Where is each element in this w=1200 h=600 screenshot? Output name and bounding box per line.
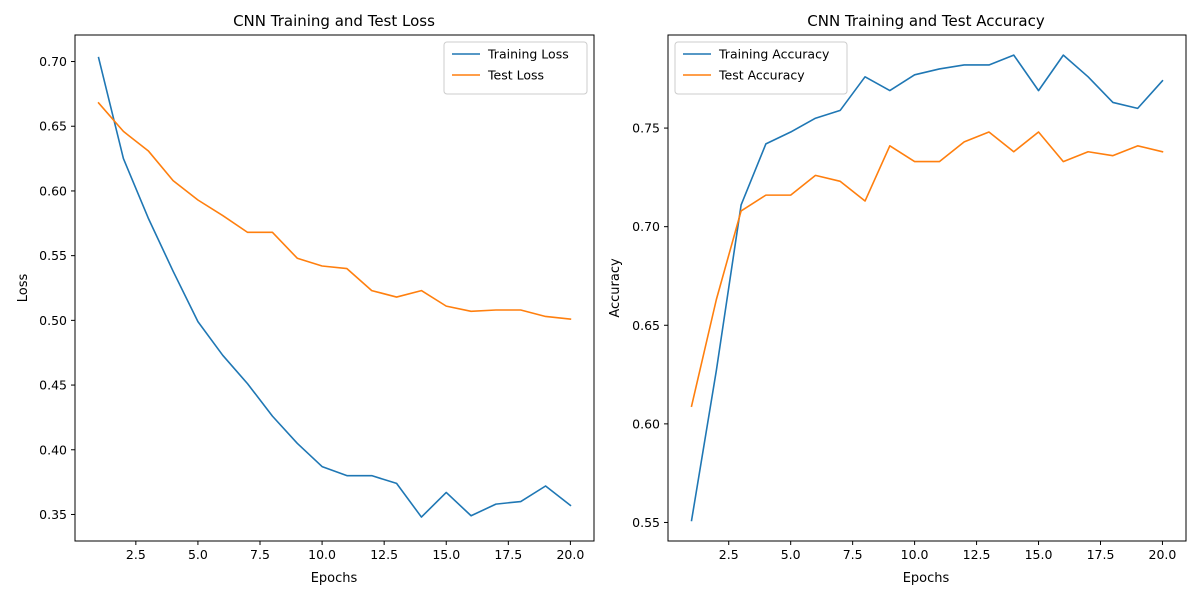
- loss-y-tick-label: 0.45: [39, 378, 67, 393]
- loss-chart: CNN Training and Test Loss 2.5 5.0 7.5 10.0…: [16, 12, 595, 586]
- accuracy-x-tick-label: 12.5: [963, 547, 991, 562]
- loss-legend-label: Test Loss: [487, 68, 544, 83]
- loss-x-tick-label: 10.0: [308, 547, 336, 562]
- accuracy-y-axis-label: Accuracy: [608, 258, 623, 318]
- loss-x-tick-label: 7.5: [250, 547, 270, 562]
- loss-x-tick-label: 5.0: [188, 547, 208, 562]
- accuracy-y-tick-label: 0.55: [632, 515, 660, 530]
- loss-series-line-test: [97, 101, 572, 320]
- accuracy-legend-box: [674, 41, 848, 95]
- accuracy-x-tick-label: 7.5: [843, 547, 863, 562]
- loss-y-tick-label: 0.70: [39, 54, 67, 69]
- loss-y-axis-label: Loss: [16, 274, 31, 303]
- accuracy-chart-title: CNN Training and Test Accuracy: [807, 12, 1045, 30]
- loss-x-tick-label: 15.0: [432, 547, 460, 562]
- accuracy-x-tick-label: 15.0: [1025, 547, 1053, 562]
- accuracy-x-tick-label: 2.5: [719, 547, 739, 562]
- accuracy-series-line-training: [690, 54, 1164, 522]
- accuracy-series-line-test: [690, 131, 1164, 408]
- loss-x-axis-label: Epochs: [311, 571, 358, 586]
- loss-y-tick-label: 0.35: [39, 507, 67, 522]
- loss-series-line-training: [97, 56, 572, 518]
- accuracy-legend-label: Training Accuracy: [718, 47, 830, 62]
- loss-y-tick-label: 0.65: [39, 119, 67, 134]
- loss-plot-area: 2.5 5.0 7.5 10.0 12.5 15.0 17.5 20.0 0.35 0.40 0.4…: [39, 54, 584, 562]
- accuracy-y-tick-label: 0.65: [632, 318, 660, 333]
- accuracy-legend-label: Test Accuracy: [718, 68, 805, 83]
- loss-x-tick-label: 12.5: [370, 547, 398, 562]
- loss-y-tick-label: 0.55: [39, 248, 67, 263]
- accuracy-plot-area: 2.5 5.0 7.5 10.0 12.5 15.0 17.5 20.0 0.55 0.60 0.6…: [632, 54, 1177, 562]
- accuracy-legend: Training Accuracy Test Accuracy: [674, 41, 848, 95]
- accuracy-x-tick-label: 17.5: [1087, 547, 1115, 562]
- accuracy-x-tick-label: 5.0: [781, 547, 801, 562]
- loss-x-tick-label: 2.5: [126, 547, 146, 562]
- loss-y-tick-label: 0.50: [39, 313, 67, 328]
- accuracy-x-tick-label: 20.0: [1149, 547, 1177, 562]
- accuracy-y-tick-label: 0.60: [632, 416, 660, 431]
- accuracy-y-tick-label: 0.75: [632, 121, 660, 136]
- loss-chart-title: CNN Training and Test Loss: [233, 12, 435, 30]
- loss-y-tick-label: 0.60: [39, 183, 67, 198]
- accuracy-chart: CNN Training and Test Accuracy 2.5 5.0 7.5…: [608, 12, 1187, 586]
- loss-x-tick-label: 20.0: [556, 547, 584, 562]
- loss-legend-label: Training Loss: [487, 47, 569, 62]
- loss-legend: Training Loss Test Loss: [443, 41, 588, 95]
- accuracy-x-tick-label: 10.0: [901, 547, 929, 562]
- loss-y-tick-label: 0.40: [39, 442, 67, 457]
- accuracy-axes-frame: [667, 34, 1187, 542]
- accuracy-x-axis-label: Epochs: [903, 571, 950, 586]
- loss-legend-box: [443, 41, 588, 95]
- loss-x-tick-label: 17.5: [494, 547, 522, 562]
- loss-axes-frame: [74, 34, 595, 542]
- accuracy-y-tick-label: 0.70: [632, 219, 660, 234]
